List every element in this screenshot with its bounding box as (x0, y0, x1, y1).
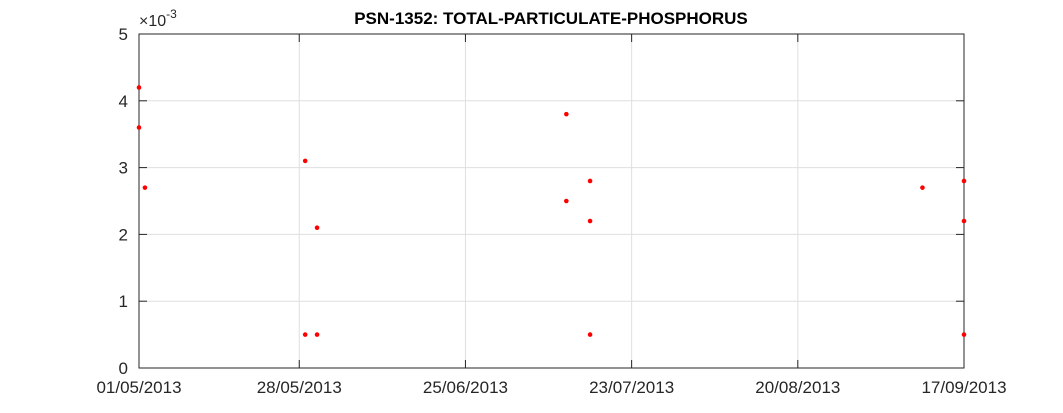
y-tick-label: 4 (119, 92, 128, 111)
data-point (564, 111, 569, 117)
data-point (136, 125, 142, 130)
x-tick-label: 25/06/2013 (423, 378, 508, 397)
axis-ticks: 01/05/2013 28/05/2013 25/06/2013 23/07/2013… (96, 25, 1006, 397)
svg-text:×10-3: ×10-3 (139, 7, 177, 30)
plot-area (138, 33, 965, 369)
y-tick-label: 0 (119, 359, 128, 378)
x-tick-label: 01/05/2013 (96, 378, 181, 397)
data-points (136, 85, 967, 337)
data-point (587, 332, 593, 337)
x-tick-label: 28/05/2013 (257, 378, 342, 397)
x-tick-label: 17/09/2013 (921, 378, 1006, 397)
y-tick-label: 1 (119, 292, 128, 311)
data-point (961, 332, 967, 337)
data-point (587, 178, 593, 184)
data-point (136, 85, 142, 90)
data-point (564, 198, 569, 204)
grid-lines (138, 33, 965, 369)
chart-title: PSN-1352: TOTAL-PARTICULATE-PHOSPHORUS (354, 9, 748, 28)
y-tick-label: 3 (119, 159, 128, 178)
y-tick-label: 5 (119, 25, 128, 44)
data-point (142, 185, 148, 190)
y-exponent-base: ×10 (139, 13, 166, 30)
data-point (314, 332, 320, 337)
data-point (587, 218, 593, 224)
data-point (920, 185, 925, 190)
data-point (302, 158, 308, 164)
x-tick-label: 20/08/2013 (755, 378, 840, 397)
y-exponent-label: ×10-3 (139, 7, 177, 30)
y-exponent-power: -3 (166, 7, 177, 21)
data-point (961, 178, 967, 184)
data-point (961, 218, 967, 224)
y-tick-label: 2 (119, 225, 128, 244)
x-tick-label: 23/07/2013 (589, 378, 674, 397)
data-point (302, 332, 308, 337)
data-point (314, 225, 320, 231)
